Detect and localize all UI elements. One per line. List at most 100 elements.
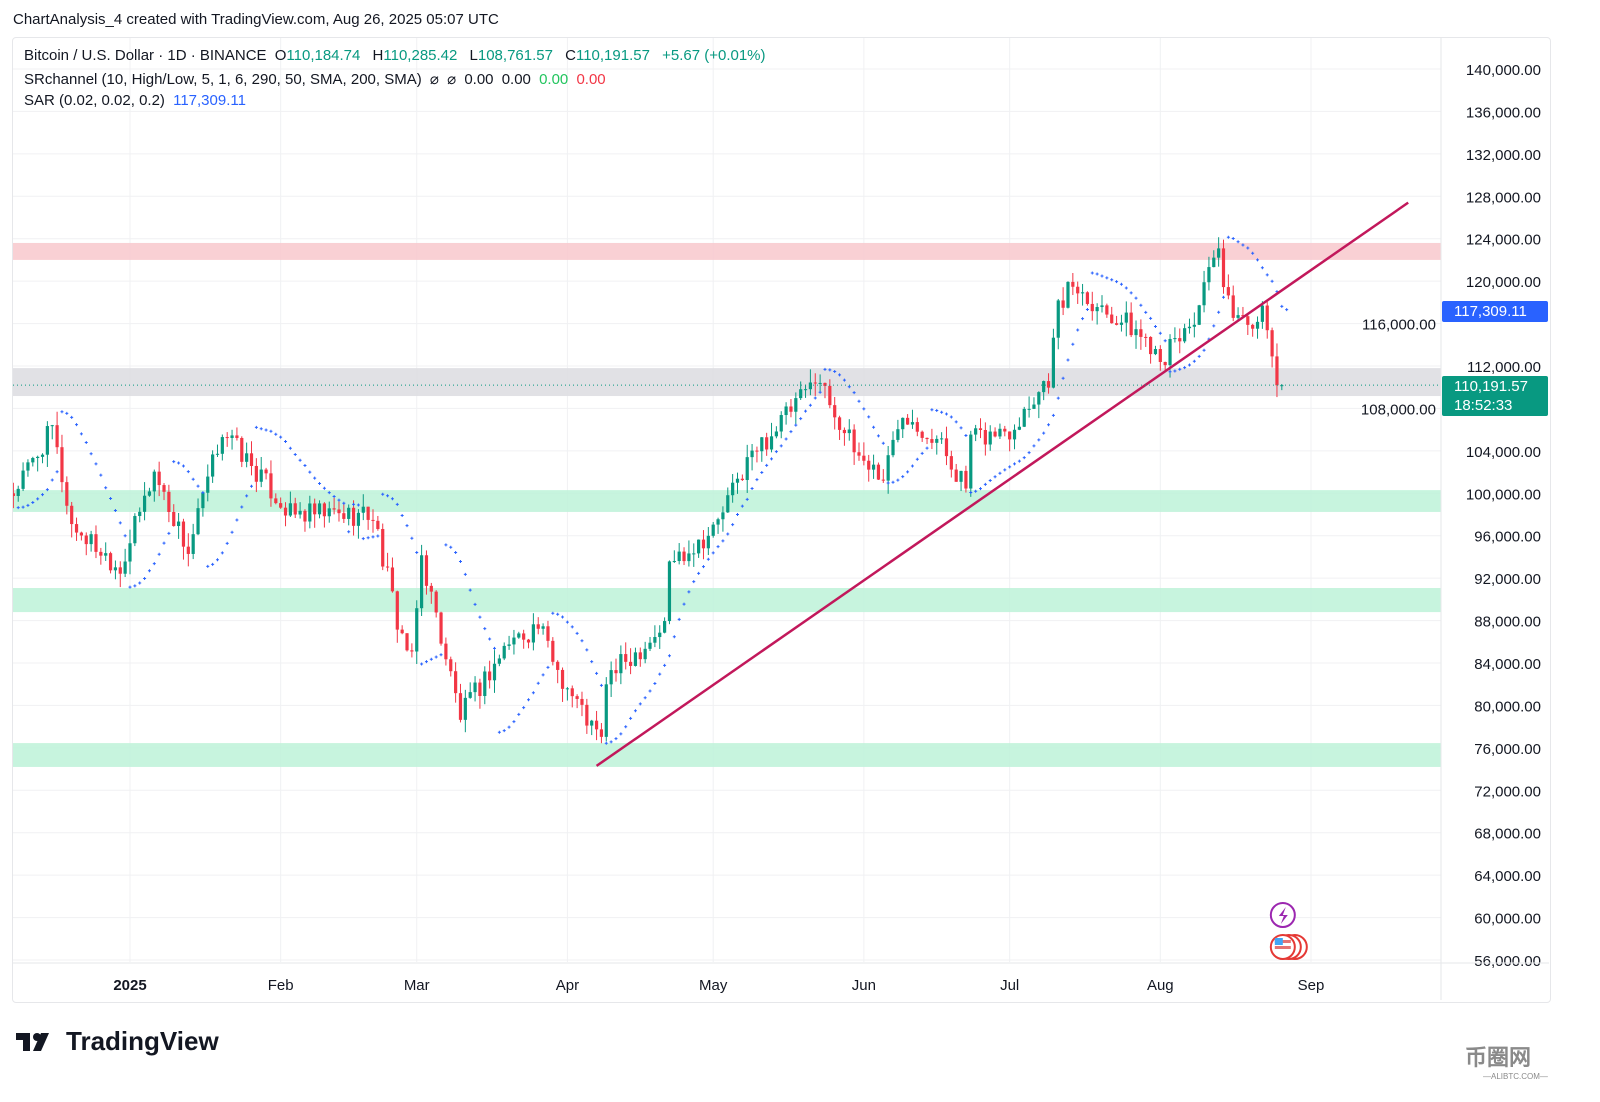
candle-body [1032, 404, 1036, 409]
sar-dot [318, 481, 322, 485]
sar-dot [731, 523, 735, 527]
sar-dot [974, 489, 978, 493]
candle-body [658, 632, 662, 638]
candle-body [322, 503, 326, 517]
sar-dot [352, 502, 356, 506]
sar-dot [818, 390, 822, 394]
candle-body [488, 671, 492, 681]
candle-body [60, 447, 64, 483]
candle-body [128, 543, 132, 562]
candle-body [94, 534, 98, 552]
sar-dot [303, 464, 307, 468]
sar-dot [565, 620, 569, 624]
sar-dot [527, 698, 531, 702]
candle-body [1085, 292, 1090, 304]
candle-body [886, 455, 890, 481]
candle-body [871, 464, 876, 470]
sar-dot [570, 625, 574, 629]
candle-body [415, 608, 419, 652]
sar-dot [415, 551, 419, 555]
candle-body [1017, 426, 1021, 430]
sar-dot [629, 716, 633, 720]
candle-body [381, 528, 385, 567]
sar-dot [191, 477, 195, 481]
sar-dot [366, 536, 370, 540]
tradingview-logo[interactable]: TradingView [16, 1026, 219, 1057]
candle-body [750, 450, 754, 458]
sar-dot [439, 653, 443, 657]
candle-body [735, 478, 740, 483]
sar-dot [609, 740, 613, 744]
sar-dot [745, 497, 749, 501]
sar-dot [31, 501, 35, 505]
candle-body [624, 654, 628, 662]
sar-dot [838, 373, 842, 377]
sar-dot [386, 494, 390, 498]
candle-body [959, 470, 963, 482]
sar-dot [390, 497, 394, 501]
candle-body [313, 503, 317, 515]
sar-legend[interactable]: SAR (0.02, 0.02, 0.2) 117,309.11 [24, 92, 250, 109]
chart-frame[interactable] [12, 37, 1551, 1003]
candle-body [1251, 324, 1255, 329]
candle-body [36, 456, 40, 459]
candle-body [65, 482, 69, 506]
sar-dot [274, 432, 278, 436]
candle-body [706, 535, 710, 549]
sar-dot [269, 429, 273, 433]
tradingview-logo-text: TradingView [66, 1026, 219, 1056]
candle-body [784, 406, 788, 416]
candle-body [70, 505, 74, 525]
candle-body [177, 521, 181, 527]
sar-dot [1265, 273, 1269, 277]
candle-body [541, 626, 545, 629]
sar-dot [706, 557, 710, 561]
sar-dot [881, 441, 885, 445]
sar-dot [993, 475, 997, 479]
candle-body [794, 398, 798, 412]
sar-dot [755, 478, 759, 482]
sar-dot [167, 531, 171, 535]
candle-body [619, 654, 623, 674]
sar-dot [556, 612, 560, 616]
candle-body [191, 534, 195, 554]
sar-dot [152, 562, 156, 566]
us-flag-event-icon [1274, 946, 1291, 949]
sar-dot [750, 487, 754, 491]
sar-dot [1222, 295, 1225, 299]
candle-body [949, 456, 953, 470]
y-tick-label: 132,000.00 [1466, 147, 1541, 164]
candle-body [1046, 381, 1051, 388]
srchannel-legend[interactable]: SRchannel (10, High/Low, 5, 1, 6, 290, 5… [24, 70, 610, 88]
sar-dot [478, 615, 482, 619]
candle-body [1226, 287, 1230, 296]
candle-body [1197, 305, 1201, 325]
candle-body [269, 473, 273, 499]
candle-body [478, 682, 482, 697]
candle-body [823, 382, 827, 386]
sar-dot [808, 403, 812, 407]
sar-dot [1110, 278, 1114, 282]
candle-body [633, 652, 638, 666]
sar-dot [128, 585, 132, 589]
sar-dot [468, 588, 472, 592]
sar-dot [1158, 331, 1162, 335]
sar-dot [308, 470, 312, 474]
candle-body [765, 437, 769, 450]
candle-body [424, 555, 429, 586]
candle-body [454, 671, 458, 694]
y-tick-label: 124,000.00 [1466, 232, 1541, 249]
candle-body [1095, 307, 1099, 312]
sar-dot [585, 648, 589, 652]
y-tick-label: 120,000.00 [1466, 274, 1541, 291]
sar-dot [186, 470, 190, 474]
candle-body [988, 431, 992, 445]
sar-dot [1217, 310, 1221, 314]
trendline [595, 201, 1409, 767]
candle-body [483, 671, 487, 697]
sar-dot [444, 543, 448, 547]
candle-body [40, 454, 45, 457]
candle-body [74, 524, 79, 533]
candle-body [585, 704, 589, 726]
